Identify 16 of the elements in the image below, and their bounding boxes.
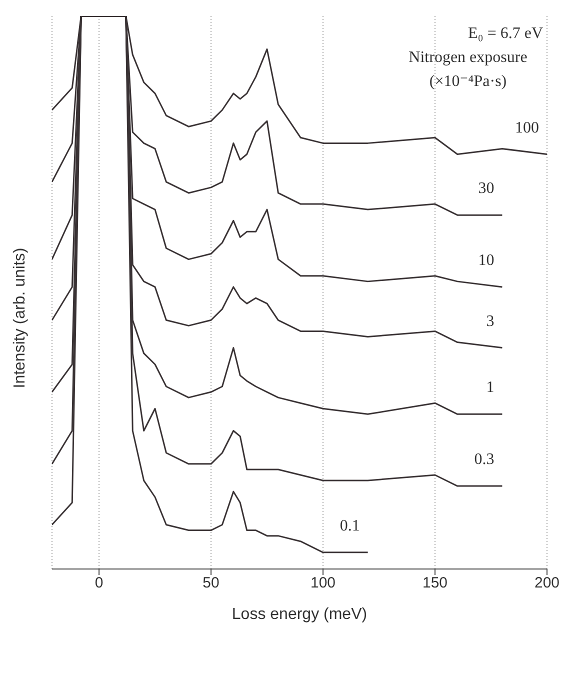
- x-tick-label: 0: [94, 574, 104, 592]
- series-label: 0.3: [474, 451, 494, 468]
- series-label: 100: [515, 119, 539, 136]
- y-axis-title: Intensity (arb. units): [11, 247, 29, 388]
- series-label: 10: [478, 252, 494, 269]
- x-axis-title: Loss energy (meV): [232, 606, 368, 623]
- series-label: 3: [486, 312, 494, 330]
- x-tick-label: 100: [310, 574, 336, 592]
- x-tick-label: 150: [422, 574, 448, 592]
- annotation: E₀ = 6.7 eV: [466, 24, 543, 44]
- series-label: 1: [486, 379, 494, 396]
- legend-title: Nitrogen exposure (×10⁻⁴Pa·s): [408, 48, 528, 92]
- series-label: 0.1: [340, 517, 360, 534]
- x-tick-label: 50: [202, 574, 220, 592]
- x-tick-label: 200: [534, 574, 560, 592]
- series-label: 30: [478, 180, 494, 198]
